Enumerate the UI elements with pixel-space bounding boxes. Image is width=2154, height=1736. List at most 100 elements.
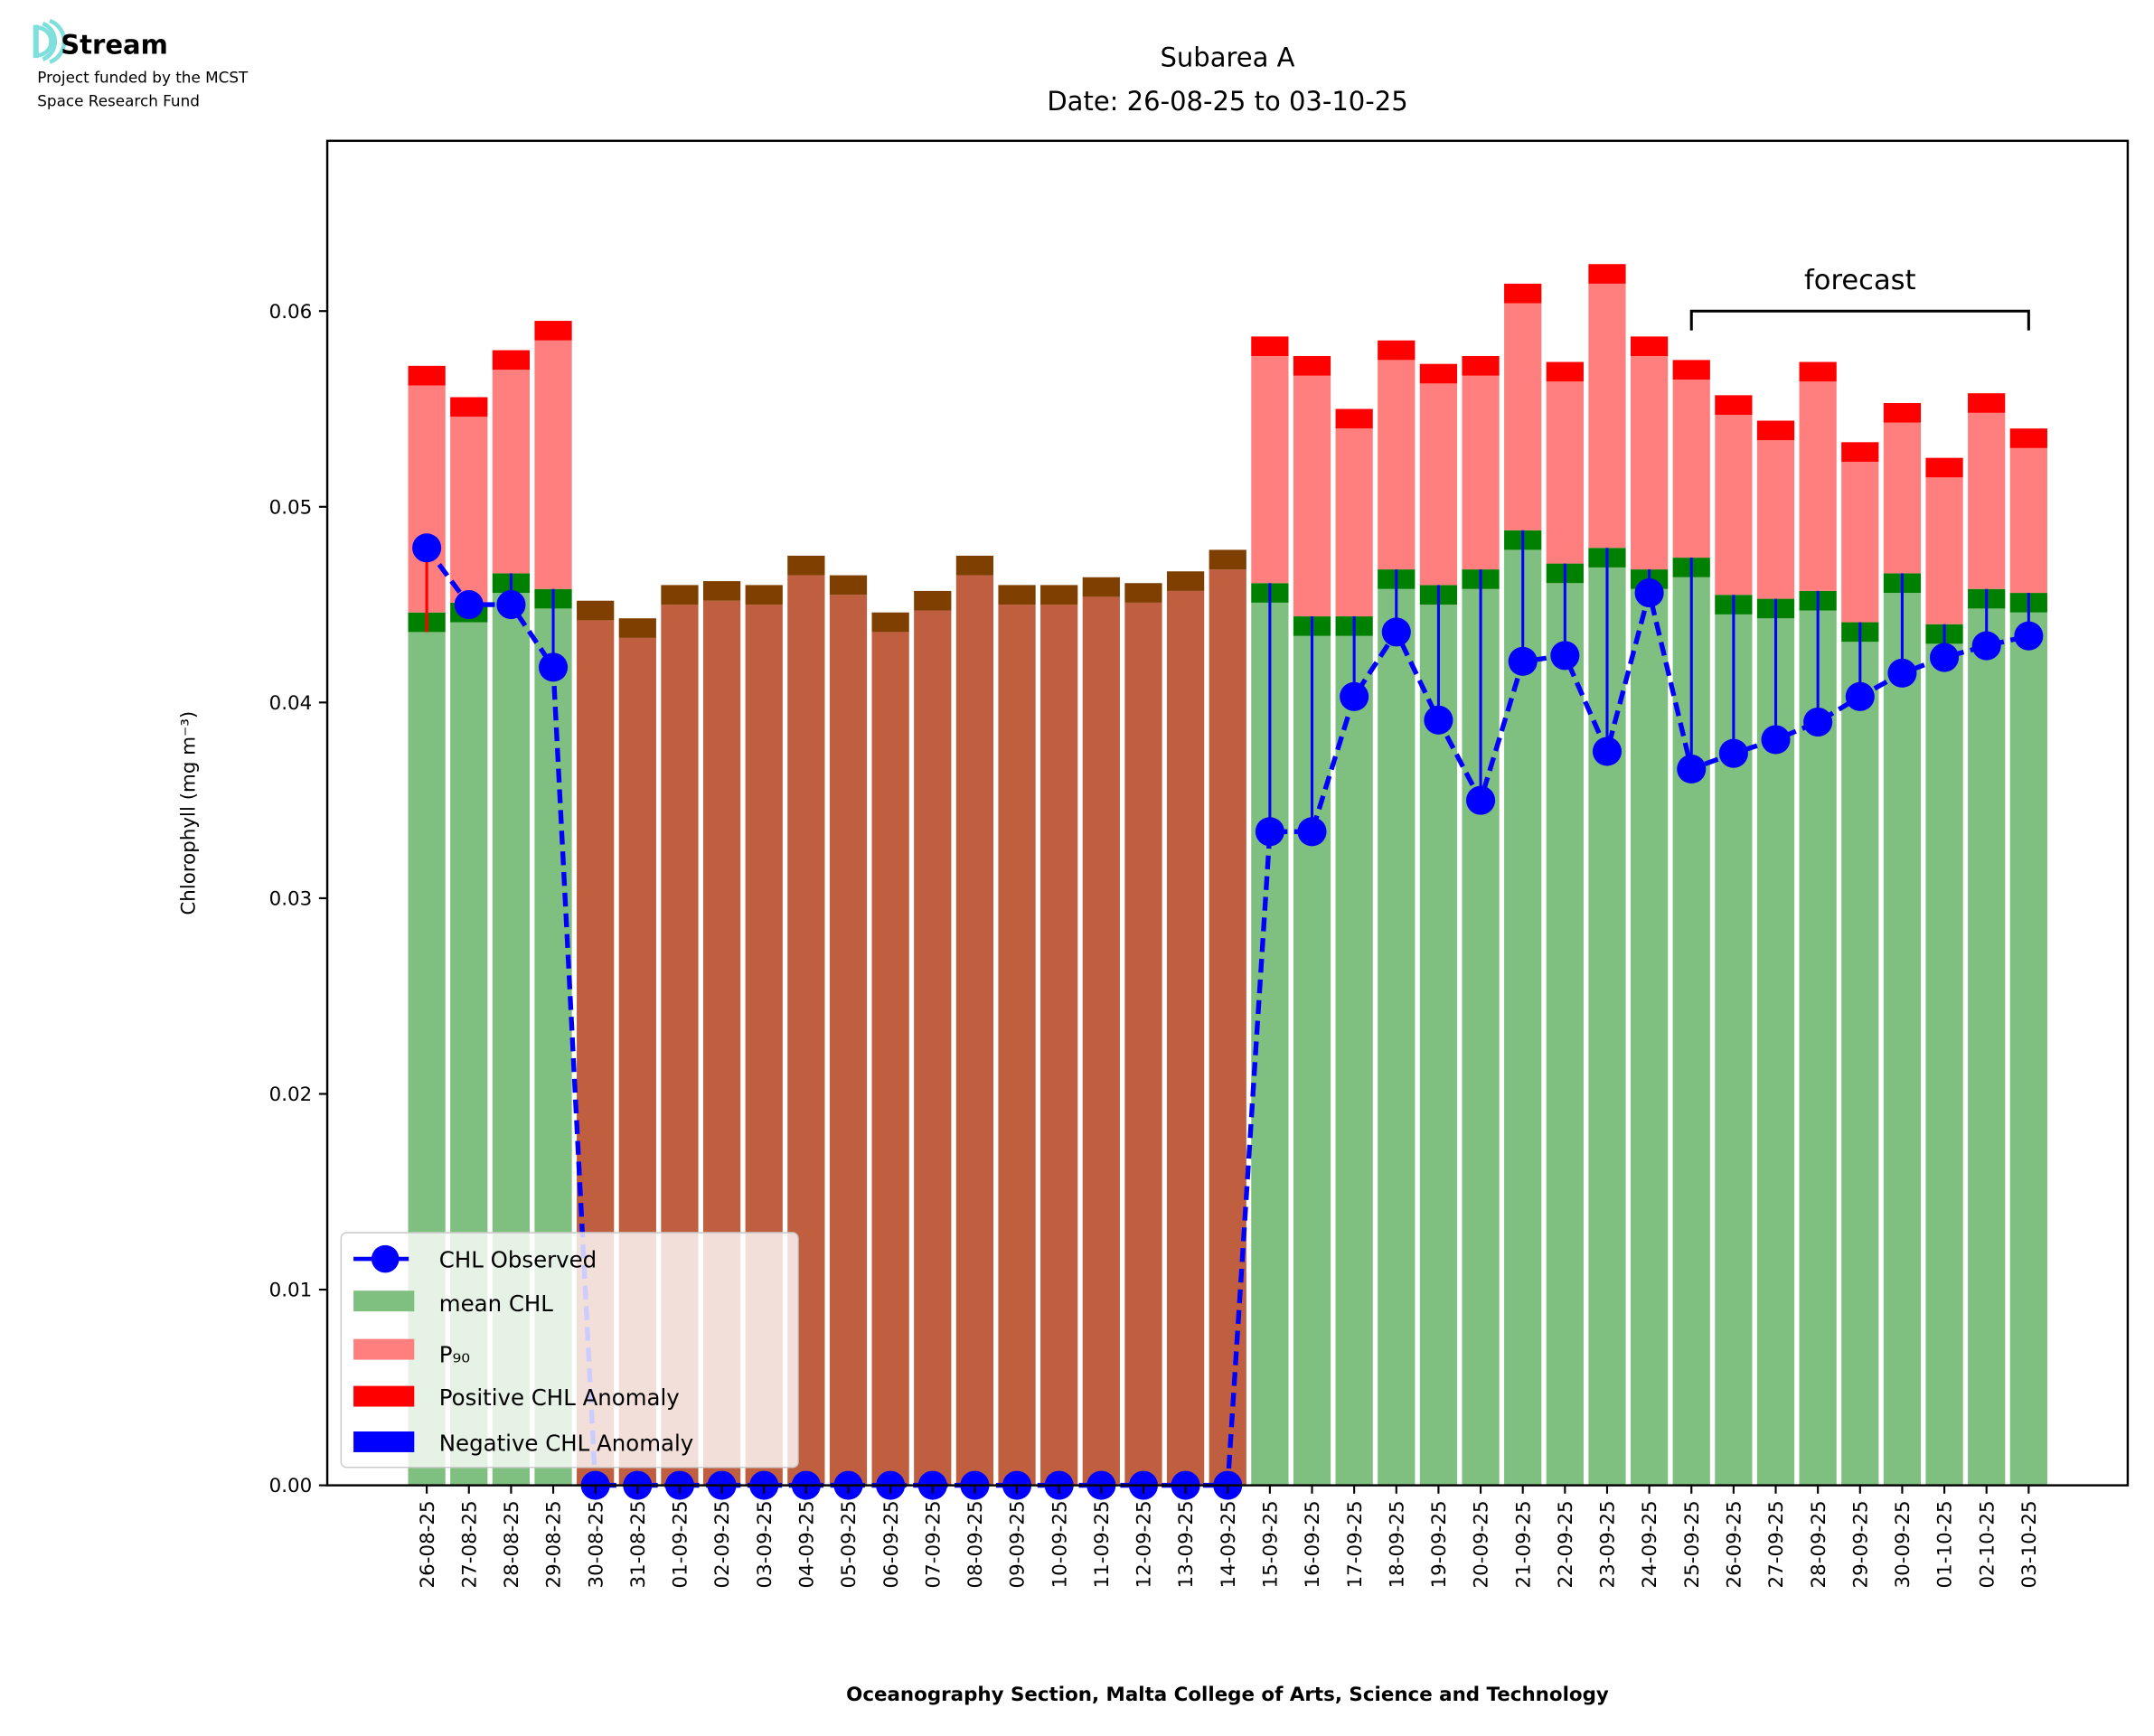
p90-bar <box>1293 375 1331 617</box>
p90-bar <box>534 340 572 589</box>
observed-point <box>1761 725 1791 755</box>
x-tick-label: 02-09-25 <box>711 1500 734 1588</box>
x-tick-label: 24-09-25 <box>1639 1500 1661 1588</box>
p90-cap <box>1378 340 1416 361</box>
mean-chl-bar <box>1799 610 1837 1486</box>
x-tick-label: 08-09-25 <box>964 1500 987 1588</box>
observed-point <box>1381 617 1411 647</box>
y-tick-label: 0.03 <box>269 888 313 911</box>
mean-chl-bar <box>1419 605 1458 1486</box>
p90-bar <box>1504 303 1542 530</box>
observed-point <box>1424 705 1453 735</box>
x-tick-label: 23-09-25 <box>1597 1500 1620 1588</box>
missing-data-bar <box>829 595 868 1486</box>
x-tick-label: 03-09-25 <box>754 1500 776 1588</box>
x-tick-label: 30-08-25 <box>585 1500 607 1588</box>
x-tick-label: 06-09-25 <box>880 1500 903 1588</box>
p90-cap <box>1883 403 1922 423</box>
x-tick-label: 14-09-25 <box>1218 1500 1240 1588</box>
y-axis: 0.00 0.01 0.02 0.03 0.04 0.05 0.06 <box>269 301 328 1497</box>
missing-data-cap <box>1082 577 1120 597</box>
x-tick-label: 22-09-25 <box>1555 1500 1577 1588</box>
mean-chl-bar <box>1378 588 1416 1486</box>
p90-cap <box>1462 356 1500 376</box>
logo-line2: Space Research Fund <box>37 92 200 110</box>
p90-bar <box>1841 461 1879 623</box>
legend-label: mean CHL <box>439 1290 554 1317</box>
p90-bar <box>1756 440 1795 599</box>
p90-cap <box>1925 457 1963 478</box>
p90-cap <box>1630 336 1669 357</box>
mean-chl-bar <box>2009 612 2047 1486</box>
observed-point <box>1592 737 1623 766</box>
p90-cap <box>1419 363 1458 384</box>
x-tick-label: 04-09-25 <box>795 1500 818 1588</box>
p90-bar <box>1715 414 1753 596</box>
p90-bar <box>1630 356 1669 570</box>
missing-data-cap <box>1209 549 1246 570</box>
x-tick-label: 27-09-25 <box>1765 1500 1788 1588</box>
x-tick-label: 26-09-25 <box>1724 1500 1746 1588</box>
x-tick-label: 01-10-25 <box>1934 1500 1957 1588</box>
p90-cap <box>1251 336 1289 357</box>
legend-item-negative: Negative CHL Anomaly <box>353 1430 693 1456</box>
x-tick-label: 13-09-25 <box>1175 1500 1198 1588</box>
p90-cap <box>450 397 488 418</box>
observed-point <box>1297 817 1327 847</box>
x-tick-label: 09-09-25 <box>1007 1500 1030 1588</box>
observed-point <box>538 652 569 682</box>
missing-data-cap <box>998 585 1036 605</box>
mean-chl-bar <box>1335 635 1373 1486</box>
observed-point <box>1677 754 1707 784</box>
x-tick-label: 12-09-25 <box>1133 1500 1156 1588</box>
legend-marker-circle-icon <box>371 1244 400 1273</box>
mean-chl-bar <box>1968 608 2006 1486</box>
p90-cap <box>1672 360 1710 380</box>
missing-data-cap <box>661 585 699 605</box>
forecast-annotation: forecast <box>1689 265 2030 331</box>
stream-logo-icon <box>33 18 67 64</box>
legend-swatch <box>353 1431 415 1452</box>
missing-data-bar <box>1209 569 1246 1486</box>
p90-bar <box>1588 283 1626 549</box>
p90-bar <box>2009 447 2047 594</box>
p90-cap <box>1293 356 1331 376</box>
x-tick-label: 18-09-25 <box>1386 1500 1408 1588</box>
p90-cap <box>1841 442 1879 462</box>
p90-bar <box>1462 375 1500 570</box>
legend-swatch <box>353 1290 415 1312</box>
p90-cap <box>1546 361 1584 382</box>
x-tick-label: 11-09-25 <box>1091 1500 1114 1588</box>
x-tick-label: 27-08-25 <box>458 1500 481 1588</box>
stream-logo: Stream Project funded by the MCST Space … <box>33 18 249 110</box>
x-tick-label: 28-08-25 <box>501 1500 523 1588</box>
missing-data-bar <box>1166 590 1205 1486</box>
missing-data-cap <box>871 612 909 633</box>
missing-data-cap <box>1040 585 1078 605</box>
x-tick-label: 01-09-25 <box>670 1500 692 1588</box>
p90-bar <box>1419 383 1458 586</box>
x-tick-label: 17-09-25 <box>1344 1500 1367 1588</box>
y-tick-label: 0.00 <box>269 1475 313 1497</box>
legend-label: Positive CHL Anomaly <box>439 1384 680 1411</box>
y-axis-label: Chlorophyll (mg m⁻³) <box>177 711 200 915</box>
observed-point <box>1930 643 1960 672</box>
missing-data-cap <box>1166 571 1205 591</box>
x-tick-label: 05-09-25 <box>838 1500 861 1588</box>
logo-name: Stream <box>61 30 168 61</box>
missing-data-bar <box>914 610 952 1486</box>
missing-data-bar <box>1040 605 1078 1486</box>
x-tick-label: 10-09-25 <box>1049 1500 1071 1588</box>
missing-data-cap <box>745 585 783 605</box>
missing-data-bar <box>871 632 909 1486</box>
p90-cap <box>534 321 572 341</box>
legend-label: P₉₀ <box>439 1342 470 1368</box>
y-tick-label: 0.06 <box>269 301 313 324</box>
legend-item-mean: mean CHL <box>353 1290 553 1317</box>
p90-bar <box>1546 381 1584 564</box>
x-tick-label: 29-08-25 <box>543 1500 566 1588</box>
p90-cap <box>1504 283 1542 304</box>
missing-data-cap <box>787 555 825 576</box>
missing-data-cap <box>914 590 952 611</box>
p90-bar <box>492 370 531 574</box>
